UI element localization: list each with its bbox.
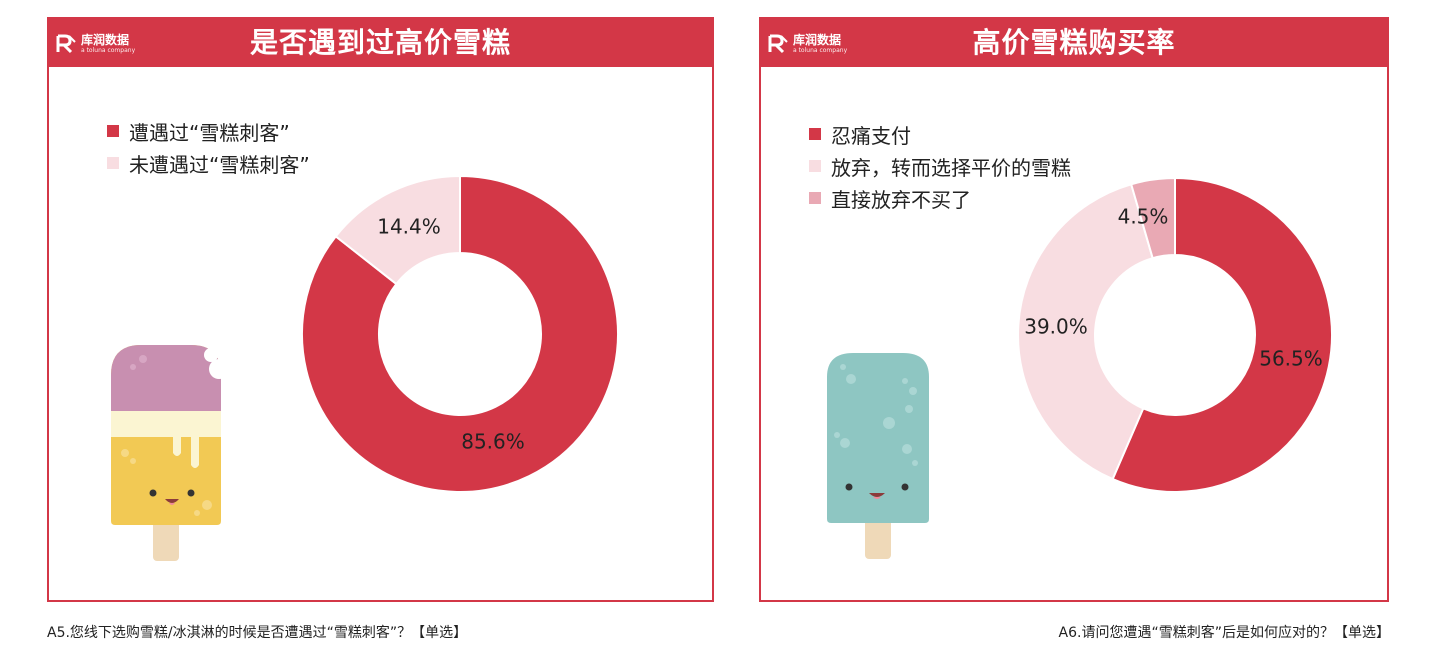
donut-slice [1017,182,1154,481]
donut-slice [301,174,619,493]
legend-item: 遭遇过“雪糕刺客” [107,115,310,147]
legend-item: 忍痛支付 [809,118,1071,150]
legend-swatch [107,157,119,169]
legend-swatch [809,160,821,172]
slice-data-label: 85.6% [461,430,525,454]
legend-item: 未遭遇过“雪糕刺客” [107,147,310,179]
logo-mark-icon [768,34,788,54]
panel-header: 库润数据 a toluna company 高价雪糕购买率 [761,19,1387,67]
left-chart-panel: 库润数据 a toluna company 是否遇到过高价雪糕 遭遇过“雪糕刺客… [47,17,714,602]
slice-data-label: 39.0% [1024,315,1088,339]
logo-tagline: a toluna company [81,47,136,54]
slice-data-label: 56.5% [1259,347,1323,371]
legend-label: 遭遇过“雪糕刺客” [129,120,290,145]
chart-title: 高价雪糕购买率 [972,26,1176,59]
question-caption: A6.请问您遭遇“雪糕刺客”后是如何应对的？【单选】 [1058,625,1390,641]
legend-label: 忍痛支付 [831,123,911,148]
legend-swatch [809,128,821,140]
legend-swatch [107,125,119,137]
donut-slice [1129,176,1176,260]
donut-slice [1111,176,1333,493]
legend-label: 放弃，转而选择平价的雪糕 [831,155,1071,180]
panel-header: 库润数据 a toluna company 是否遇到过高价雪糕 [49,19,712,67]
legend-label: 直接放弃不买了 [831,187,971,212]
legend-item: 放弃，转而选择平价的雪糕 [809,150,1071,182]
brand-logo: 库润数据 a toluna company [55,31,135,57]
logo-name: 库润数据 [793,33,842,47]
question-caption: A5.您线下选购雪糕/冰淇淋的时候是否遭遇过“雪糕刺客”？【单选】 [47,625,468,641]
donut-chart: 85.6% 14.4% [301,174,619,493]
legend-item: 直接放弃不买了 [809,182,1071,214]
chart-legend: 忍痛支付放弃，转而选择平价的雪糕 直接放弃不买了 [809,118,1071,214]
legend-label: 未遭遇过“雪糕刺客” [129,152,310,177]
donut-slice [334,174,461,286]
logo-name: 库润数据 [81,33,130,47]
brand-logo: 库润数据 a toluna company [767,31,847,57]
chart-legend: 遭遇过“雪糕刺客” 未遭遇过“雪糕刺客” [107,115,310,179]
logo-tagline: a toluna company [793,47,848,54]
donut-chart: 56.5% 39.0% 4.5% [1017,176,1333,493]
slice-data-label: 4.5% [1118,205,1169,229]
slice-data-label: 14.4% [377,215,441,239]
legend-swatch [809,192,821,204]
right-chart-panel: 库润数据 a toluna company 高价雪糕购买率 忍痛支付放弃，转而选… [759,17,1389,602]
popsicle-illustration-icon [111,345,227,561]
popsicle-illustration-icon [827,353,929,559]
logo-mark-icon [56,34,76,54]
chart-title: 是否遇到过高价雪糕 [249,26,511,59]
